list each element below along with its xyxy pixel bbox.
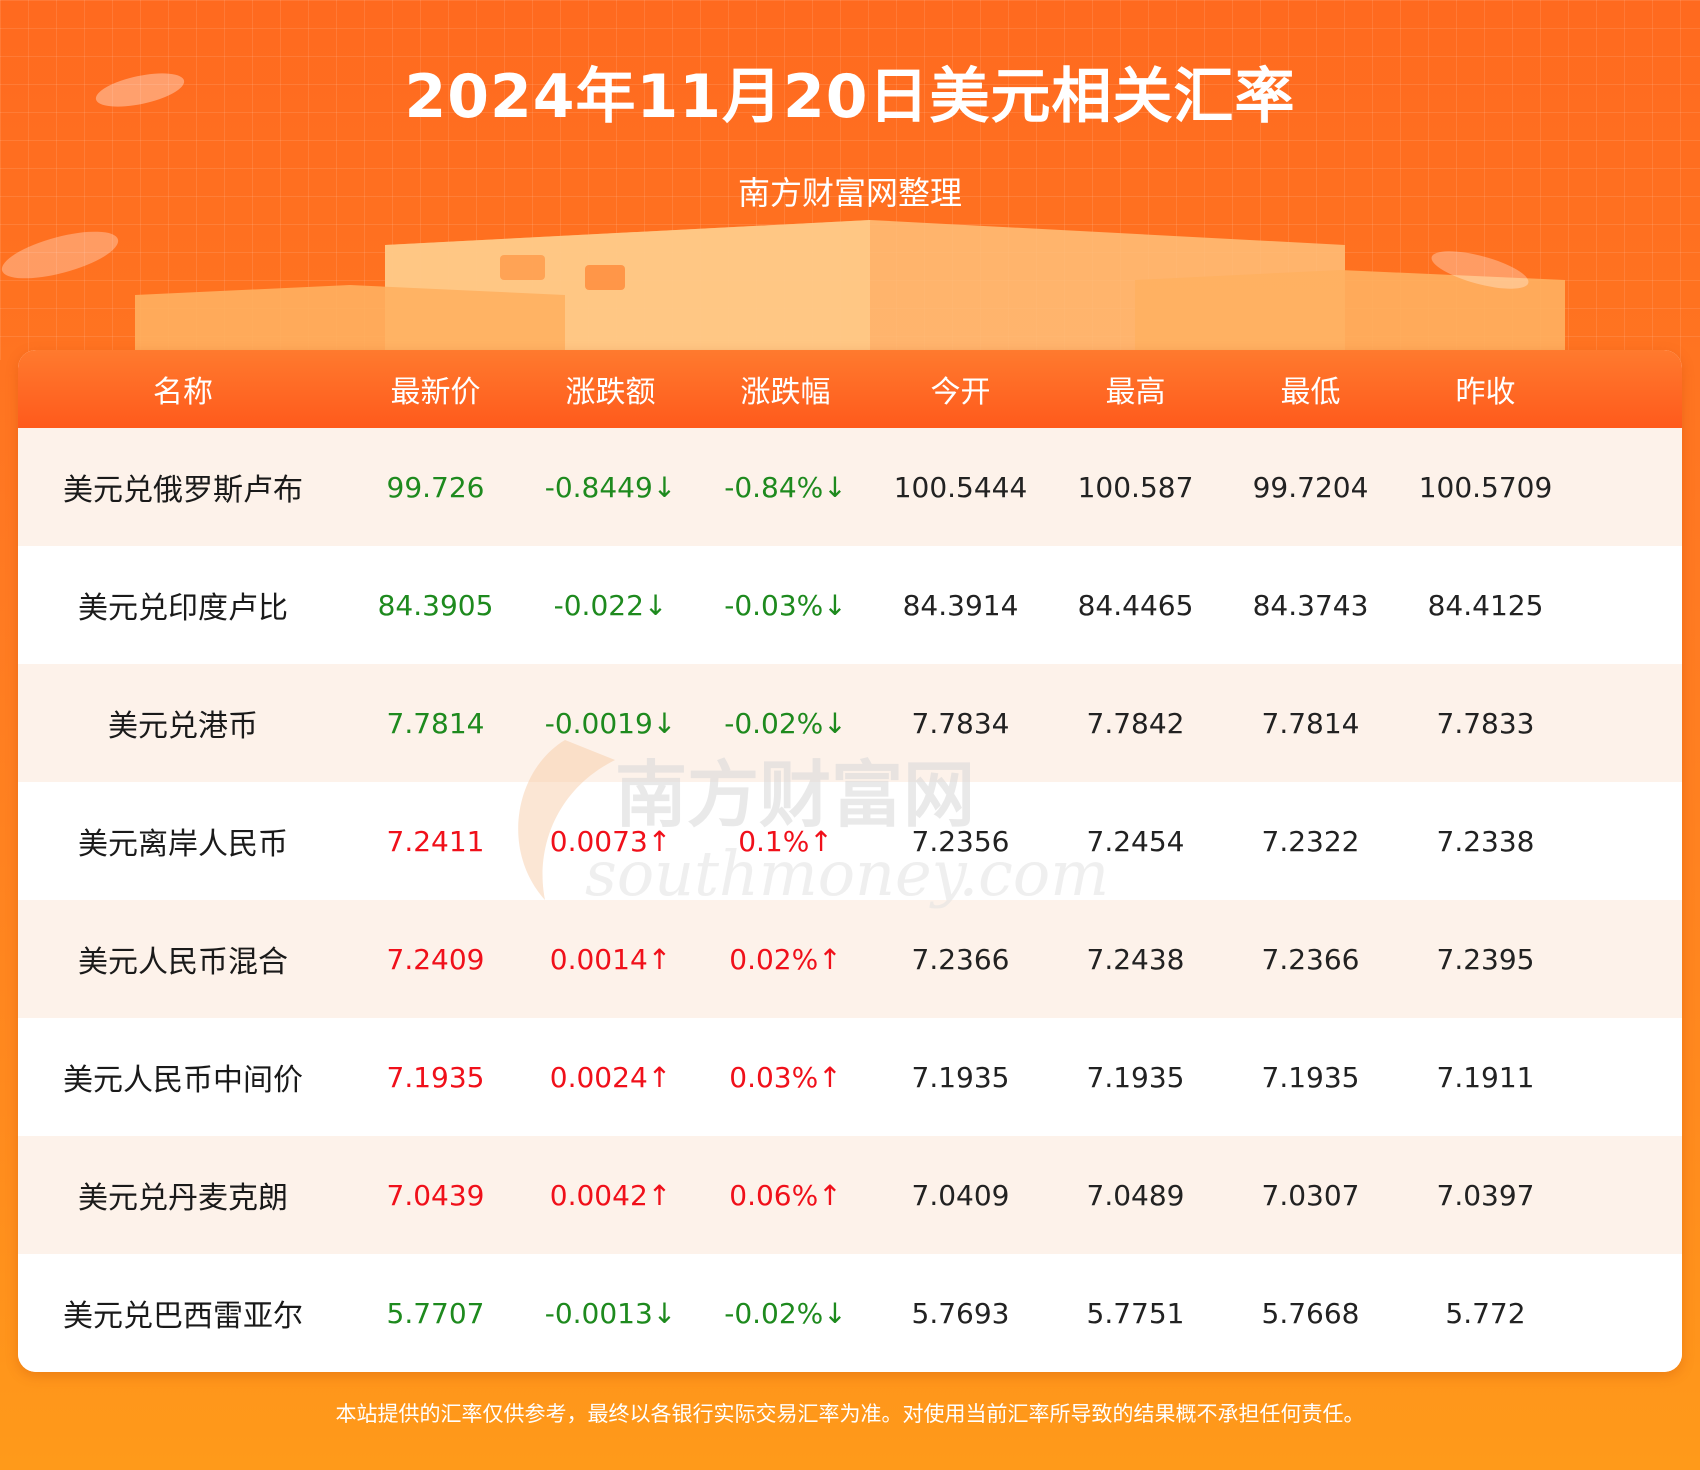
high-price: 7.2438 bbox=[1086, 942, 1185, 976]
change-amount: 0.0014↑ bbox=[549, 942, 672, 976]
page-subtitle: 南方财富网整理 bbox=[737, 174, 962, 212]
currency-pair-name: 美元兑俄罗斯卢布 bbox=[63, 473, 303, 508]
table-row: 美元离岸人民币 7.2411 0.0073↑ 0.1%↑ 7.2356 7.2454 7.2… bbox=[18, 782, 1682, 900]
change-percent: -0.02%↓ bbox=[724, 706, 847, 740]
change-percent: 0.03%↑ bbox=[729, 1060, 842, 1094]
latest-price: 7.0439 bbox=[386, 1178, 485, 1212]
column-header: 最高 bbox=[1105, 375, 1166, 410]
latest-price: 99.726 bbox=[386, 470, 485, 504]
open-price: 7.0409 bbox=[911, 1178, 1010, 1212]
change-percent: 0.06%↑ bbox=[729, 1178, 842, 1212]
high-price: 7.7842 bbox=[1086, 706, 1185, 740]
currency-pair-name: 美元人民币中间价 bbox=[63, 1063, 303, 1098]
high-price: 84.4465 bbox=[1077, 588, 1194, 622]
change-amount: 0.0024↑ bbox=[549, 1060, 672, 1094]
table-row: 美元兑巴西雷亚尔 5.7707 -0.0013↓ -0.02%↓ 5.7693 5.775… bbox=[18, 1254, 1682, 1372]
low-price: 84.3743 bbox=[1252, 588, 1369, 622]
high-price: 7.0489 bbox=[1086, 1178, 1185, 1212]
change-percent: 0.02%↑ bbox=[729, 942, 842, 976]
column-header: 涨跌幅 bbox=[740, 375, 831, 410]
change-amount: -0.0013↓ bbox=[544, 1296, 677, 1330]
change-percent: -0.02%↓ bbox=[724, 1296, 847, 1330]
prev-close: 7.0397 bbox=[1436, 1178, 1535, 1212]
change-percent: -0.84%↓ bbox=[724, 470, 847, 504]
exchange-rate-table: 名称 最新价 涨跌额 涨跌幅 今开 最高 最低 昨收 美元兑俄罗斯卢布 99.726 -0.844… bbox=[18, 350, 1682, 1372]
low-price: 7.2322 bbox=[1261, 824, 1360, 858]
high-price: 7.2454 bbox=[1086, 824, 1185, 858]
low-price: 99.7204 bbox=[1252, 470, 1369, 504]
currency-pair-name: 美元兑巴西雷亚尔 bbox=[63, 1299, 303, 1334]
currency-pair-name: 美元人民币混合 bbox=[78, 945, 288, 980]
high-price: 7.1935 bbox=[1086, 1060, 1185, 1094]
table-row: 美元兑港币 7.7814 -0.0019↓ -0.02%↓ 7.7834 7.7842 7.… bbox=[18, 664, 1682, 782]
table-header: 名称 最新价 涨跌额 涨跌幅 今开 最高 最低 昨收 bbox=[18, 350, 1682, 428]
high-price: 100.587 bbox=[1077, 470, 1194, 504]
open-price: 7.2366 bbox=[911, 942, 1010, 976]
decorative-streaks bbox=[1, 73, 1529, 289]
table-row: 美元兑印度卢比 84.3905 -0.022↓ -0.03%↓ 84.3914 84.44… bbox=[18, 546, 1682, 664]
prev-close: 7.1911 bbox=[1436, 1060, 1535, 1094]
latest-price: 7.1935 bbox=[386, 1060, 485, 1094]
open-price: 7.2356 bbox=[911, 824, 1010, 858]
prev-close: 84.4125 bbox=[1427, 588, 1544, 622]
column-header: 昨收 bbox=[1455, 375, 1516, 410]
low-price: 7.7814 bbox=[1261, 706, 1360, 740]
column-header: 最低 bbox=[1280, 375, 1341, 410]
low-price: 7.0307 bbox=[1261, 1178, 1360, 1212]
table-row: 美元人民币中间价 7.1935 0.0024↑ 0.03%↑ 7.1935 7.1935 7… bbox=[18, 1018, 1682, 1136]
table-body: 美元兑俄罗斯卢布 99.726 -0.8449↓ -0.84%↓ 100.5444 100… bbox=[18, 428, 1682, 1372]
latest-price: 7.2411 bbox=[386, 824, 485, 858]
change-amount: -0.8449↓ bbox=[544, 470, 677, 504]
prev-close: 7.2395 bbox=[1436, 942, 1535, 976]
prev-close: 7.7833 bbox=[1436, 706, 1535, 740]
table-row: 美元兑丹麦克朗 7.0439 0.0042↑ 0.06%↑ 7.0409 7.0489 7.… bbox=[18, 1136, 1682, 1254]
high-price: 5.7751 bbox=[1086, 1296, 1185, 1330]
disclaimer: 本站提供的汇率仅供参考，最终以各银行实际交易汇率为准。对使用当前汇率所导致的结果… bbox=[335, 1402, 1365, 1426]
prev-close: 100.5709 bbox=[1418, 470, 1553, 504]
open-price: 7.1935 bbox=[911, 1060, 1010, 1094]
prev-close: 5.772 bbox=[1445, 1296, 1526, 1330]
latest-price: 84.3905 bbox=[377, 588, 494, 622]
currency-pair-name: 美元兑印度卢比 bbox=[78, 591, 288, 626]
column-header: 名称 bbox=[153, 375, 213, 410]
page-title: 2024年11月20日美元相关汇率 bbox=[404, 62, 1296, 132]
change-percent: 0.1%↑ bbox=[738, 824, 833, 858]
latest-price: 7.2409 bbox=[386, 942, 485, 976]
currency-pair-name: 美元离岸人民币 bbox=[78, 827, 288, 862]
currency-pair-name: 美元兑港币 bbox=[108, 709, 258, 744]
open-price: 100.5444 bbox=[893, 470, 1028, 504]
open-price: 7.7834 bbox=[911, 706, 1010, 740]
column-header: 今开 bbox=[930, 375, 991, 410]
column-header: 涨跌额 bbox=[565, 375, 656, 410]
latest-price: 7.7814 bbox=[386, 706, 485, 740]
change-amount: 0.0042↑ bbox=[549, 1178, 672, 1212]
latest-price: 5.7707 bbox=[386, 1296, 485, 1330]
change-amount: -0.0019↓ bbox=[544, 706, 677, 740]
table-row: 美元兑俄罗斯卢布 99.726 -0.8449↓ -0.84%↓ 100.5444 100… bbox=[18, 428, 1682, 546]
currency-pair-name: 美元兑丹麦克朗 bbox=[78, 1181, 288, 1216]
low-price: 5.7668 bbox=[1261, 1296, 1360, 1330]
column-header: 最新价 bbox=[390, 375, 481, 410]
change-amount: -0.022↓ bbox=[553, 588, 668, 622]
open-price: 84.3914 bbox=[902, 588, 1019, 622]
low-price: 7.1935 bbox=[1261, 1060, 1360, 1094]
table-row: 美元人民币混合 7.2409 0.0014↑ 0.02%↑ 7.2366 7.2438 7.… bbox=[18, 900, 1682, 1018]
prev-close: 7.2338 bbox=[1436, 824, 1535, 858]
change-amount: 0.0073↑ bbox=[549, 824, 672, 858]
low-price: 7.2366 bbox=[1261, 942, 1360, 976]
open-price: 5.7693 bbox=[911, 1296, 1010, 1330]
decorative-blocks bbox=[135, 220, 1565, 360]
change-percent: -0.03%↓ bbox=[724, 588, 847, 622]
